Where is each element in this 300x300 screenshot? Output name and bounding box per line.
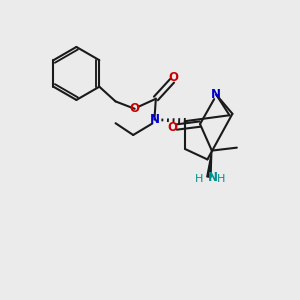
- Text: H: H: [195, 174, 204, 184]
- Text: O: O: [167, 121, 177, 134]
- Text: O: O: [130, 102, 140, 115]
- Text: N: N: [211, 88, 221, 101]
- Polygon shape: [207, 151, 212, 177]
- Text: N: N: [149, 113, 159, 126]
- Text: H: H: [217, 174, 225, 184]
- Text: O: O: [169, 71, 178, 84]
- Text: N: N: [207, 171, 218, 184]
